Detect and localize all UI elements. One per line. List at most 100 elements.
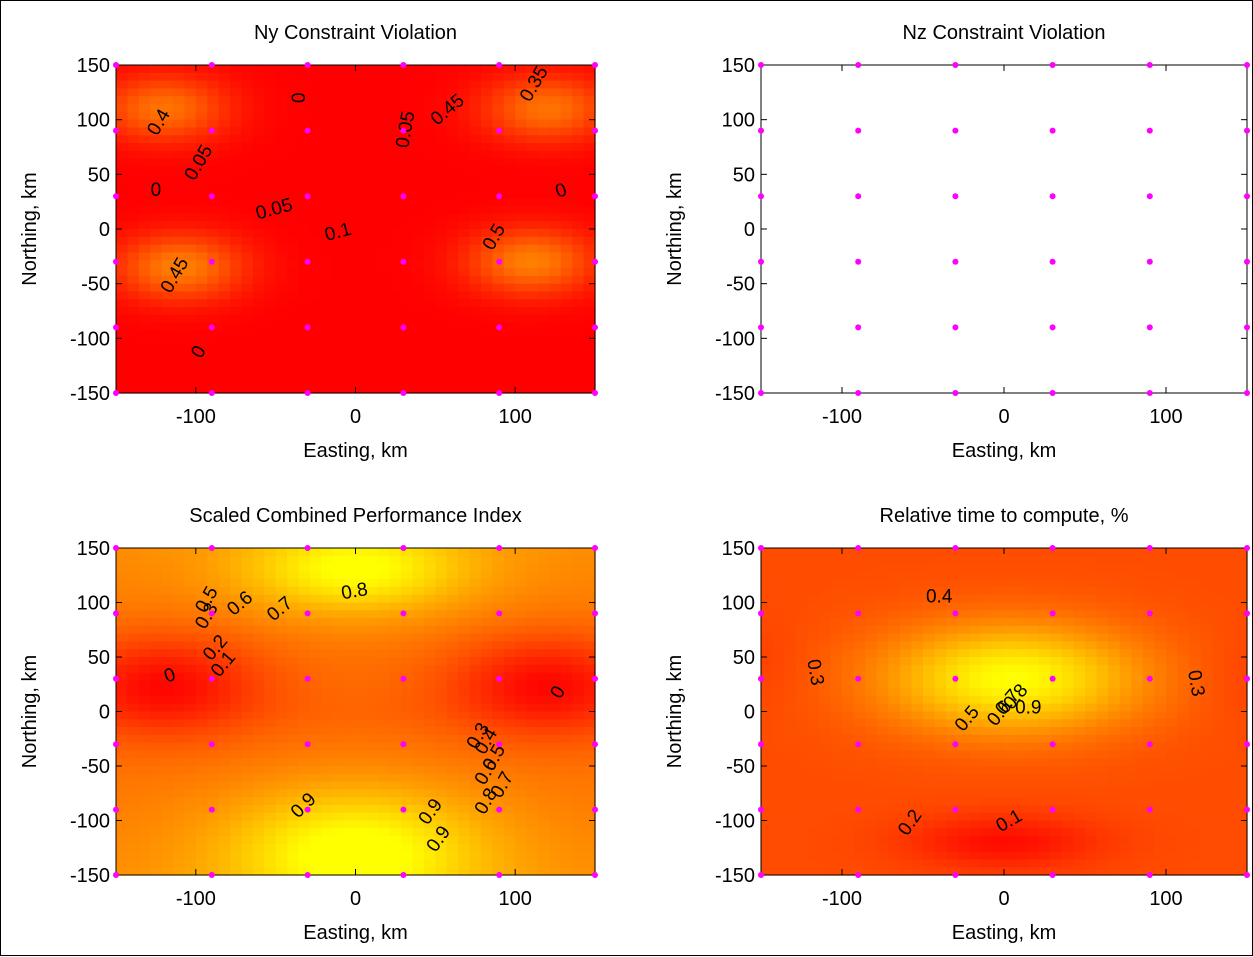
contour-cell (116, 766, 128, 774)
contour-cell (150, 626, 162, 634)
contour-cell (184, 564, 196, 572)
contour-cell (1097, 750, 1109, 758)
contour-cell (230, 743, 242, 751)
contour-cell (162, 81, 174, 89)
contour-cell (344, 96, 356, 104)
contour-cell (264, 370, 276, 378)
contour-cell (458, 797, 470, 805)
contour-cell (287, 135, 299, 143)
contour-cell (773, 696, 785, 704)
contour-cell (784, 610, 796, 618)
contour-cell (287, 299, 299, 307)
contour-cell (796, 618, 808, 626)
contour-cell (504, 385, 516, 393)
contour-cell (796, 688, 808, 696)
contour-cell (184, 758, 196, 766)
contour-cell (127, 603, 139, 611)
sample-point (592, 390, 598, 396)
contour-cell (390, 564, 402, 572)
contour-cell (390, 867, 402, 875)
contour-cell (116, 556, 128, 564)
contour-cell (572, 758, 584, 766)
sample-point (113, 545, 119, 551)
contour-cell (378, 603, 390, 611)
contour-cell (219, 331, 231, 339)
contour-cell (807, 571, 819, 579)
contour-cell (992, 649, 1004, 657)
y-tick-label: 100 (722, 110, 755, 132)
contour-cell (435, 385, 447, 393)
contour-cell (173, 198, 185, 206)
contour-cell (127, 641, 139, 649)
contour-cell (287, 377, 299, 385)
contour-cell (241, 758, 253, 766)
contour-cell (162, 657, 174, 665)
contour-cell (1166, 571, 1178, 579)
contour-cell (1062, 766, 1074, 774)
contour-cell (877, 657, 889, 665)
contour-cell (923, 657, 935, 665)
y-tick-label: 0 (99, 702, 110, 724)
contour-cell (527, 867, 539, 875)
contour-cell (515, 151, 527, 159)
contour-cell (1097, 719, 1109, 727)
contour-cell (527, 859, 539, 867)
contour-cell (241, 836, 253, 844)
contour-cell (572, 579, 584, 587)
contour-cell (865, 587, 877, 595)
contour-cell (1212, 595, 1224, 603)
contour-cell (1224, 766, 1236, 774)
contour-cell (310, 151, 322, 159)
contour-cell (447, 65, 459, 73)
contour-cell (584, 237, 596, 245)
contour-cell (390, 81, 402, 89)
contour-cell (321, 828, 333, 836)
contour-cell (470, 198, 482, 206)
contour-cell (116, 859, 128, 867)
contour-cell (1166, 712, 1178, 720)
contour-cell (549, 135, 561, 143)
contour-cell (356, 354, 368, 362)
contour-cell (287, 719, 299, 727)
contour-cell (139, 276, 151, 284)
sample-point (113, 62, 119, 68)
contour-cell (184, 96, 196, 104)
contour-cell (481, 182, 493, 190)
contour-cell (150, 704, 162, 712)
contour-cell (173, 548, 185, 556)
contour-cell (1108, 719, 1120, 727)
contour-cell (572, 65, 584, 73)
contour-cell (253, 354, 265, 362)
contour-cell (150, 821, 162, 829)
contour-cell (584, 727, 596, 735)
contour-cell (367, 385, 379, 393)
contour-cell (196, 81, 208, 89)
contour-cell (424, 579, 436, 587)
contour-cell (116, 291, 128, 299)
sample-point (496, 62, 502, 68)
contour-cell (310, 603, 322, 611)
contour-cell (127, 88, 139, 96)
contour-cell (253, 828, 265, 836)
contour-cell (390, 229, 402, 237)
contour-cell (1039, 719, 1051, 727)
contour-cell (470, 595, 482, 603)
contour-cell (139, 354, 151, 362)
contour-cell (470, 88, 482, 96)
contour-cell (162, 727, 174, 735)
contour-cell (761, 579, 773, 587)
contour-cell (219, 828, 231, 836)
contour-cell (356, 331, 368, 339)
contour-cell (935, 696, 947, 704)
contour-cell (139, 268, 151, 276)
contour-cell (310, 260, 322, 268)
contour-cell (1073, 704, 1085, 712)
contour-cell (492, 96, 504, 104)
contour-cell (470, 704, 482, 712)
contour-cell (344, 556, 356, 564)
contour-cell (561, 821, 573, 829)
contour-cell (842, 719, 854, 727)
contour-cell (584, 680, 596, 688)
contour-cell (276, 88, 288, 96)
contour-cell (321, 284, 333, 292)
